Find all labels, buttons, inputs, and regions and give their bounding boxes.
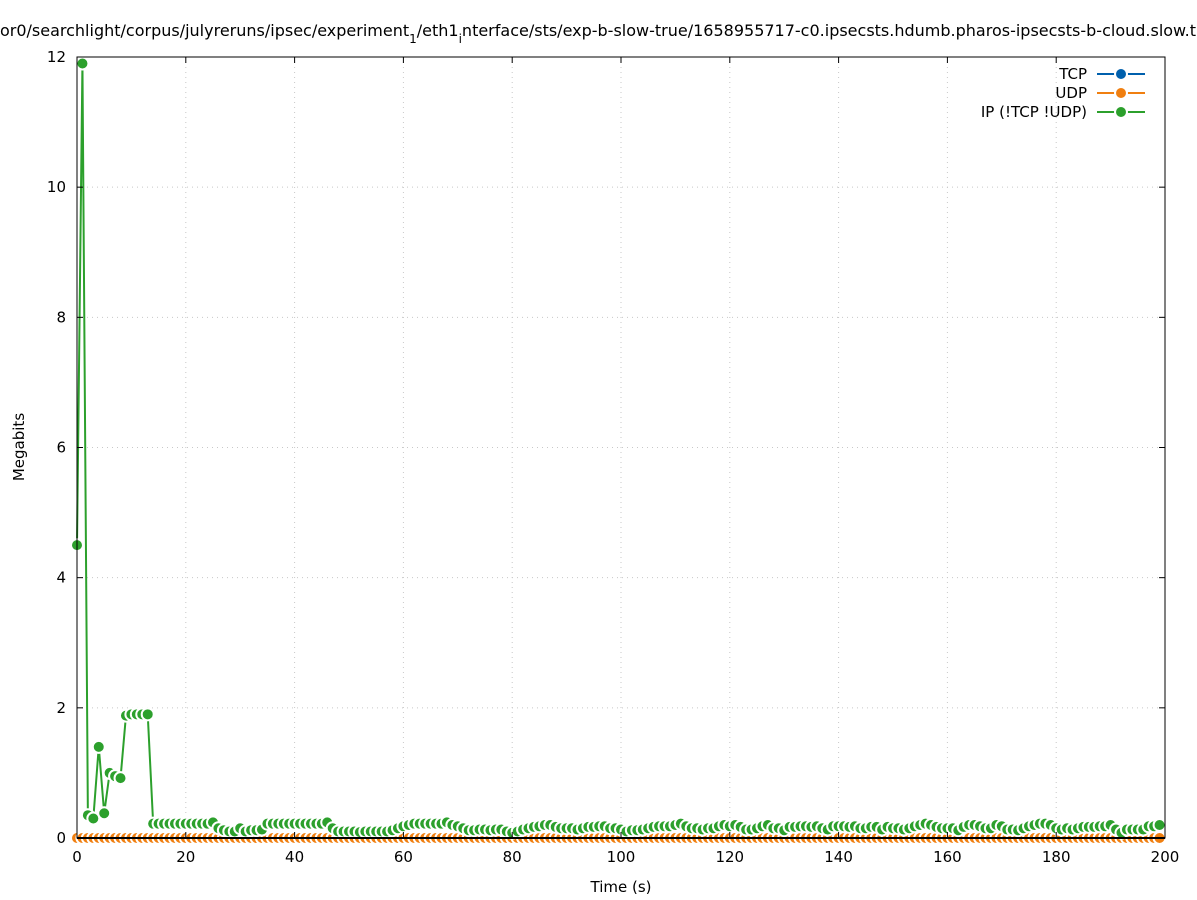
series-ip-tcp-udp [70,56,1167,840]
y-tick-label: 10 [47,178,66,196]
x-tick-label: 40 [285,848,304,866]
data-point [75,56,90,71]
title-part: nterface/sts/exp-b-slow-true/1658955717-… [462,21,1196,40]
legend-label: TCP [1058,65,1087,83]
title-part: or0/searchlight/corpus/julyreruns/ipsec/… [0,21,409,40]
y-tick-label: 2 [56,699,66,717]
x-tick-label: 0 [72,848,82,866]
y-tick-label: 4 [56,569,66,587]
x-axis-label: Time (s) [590,878,652,896]
legend-item: IP (!TCP !UDP) [981,103,1145,121]
x-tick-label: 160 [933,848,962,866]
x-tick-label: 100 [607,848,636,866]
data-point [140,707,155,722]
title-part: /eth1 [417,21,459,40]
y-tick-label: 12 [47,48,66,66]
data-point [113,771,128,786]
legend-label: UDP [1055,84,1087,102]
y-axis-label: Megabits [10,413,28,481]
data-point [97,806,112,821]
legend-marker [1114,86,1128,100]
x-tick-label: 140 [824,848,853,866]
grid [77,57,1165,838]
data-point [91,739,106,754]
legend-marker [1114,105,1128,119]
data-point [86,811,101,826]
legend-marker [1114,67,1128,81]
title-part: i [459,32,462,46]
data-point [1152,817,1167,832]
x-tick-label: 180 [1042,848,1071,866]
y-tick-label: 0 [56,829,66,847]
y-tick-label: 6 [56,439,66,457]
x-tick-label: 20 [176,848,195,866]
chart-title: or0/searchlight/corpus/julyreruns/ipsec/… [0,21,1196,46]
legend-label: IP (!TCP !UDP) [981,103,1087,121]
x-tick-label: 200 [1151,848,1180,866]
legend-item: TCP [1058,65,1145,83]
x-tick-label: 80 [503,848,522,866]
series-layer [70,56,1167,845]
x-tick-label: 60 [394,848,413,866]
series-line [76,63,1160,834]
legend-item: UDP [1055,84,1145,102]
title-part: 1 [409,32,417,46]
y-tick-label: 8 [56,308,66,326]
ticks: 0 20 40 60 80 100 120 140 160 180 200 0 2 4 6 8 10 12 [47,48,1179,866]
x-tick-label: 120 [715,848,744,866]
